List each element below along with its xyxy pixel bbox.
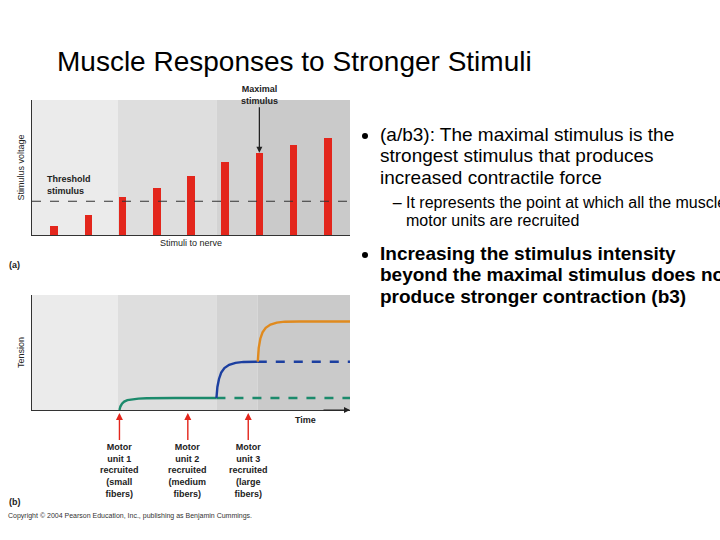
svg-text:Time: Time bbox=[295, 415, 316, 425]
svg-text:Stimulus voltage: Stimulus voltage bbox=[16, 134, 26, 200]
svg-text:Maximalstimulus: Maximalstimulus bbox=[241, 84, 278, 106]
svg-text:(b): (b) bbox=[9, 497, 21, 507]
svg-text:Motorunit 3recruited(largefibe: Motorunit 3recruited(largefibers) bbox=[229, 442, 268, 499]
svg-text:(a): (a) bbox=[9, 260, 20, 270]
svg-text:Thresholdstimulus: Thresholdstimulus bbox=[47, 174, 91, 196]
svg-text:Motorunit 1recruited(smallfibe: Motorunit 1recruited(smallfibers) bbox=[100, 442, 139, 499]
svg-text:Stimuli to nerve: Stimuli to nerve bbox=[160, 238, 222, 248]
html-text:Copyright © 2004 Pearson Educa: Copyright © 2004 Pearson Education, Inc.… bbox=[8, 512, 253, 519]
svg-text:Motorunit 2recruited(mediumfib: Motorunit 2recruited(mediumfibers) bbox=[168, 442, 207, 499]
html-text:(a/b3): The maximal stimulus i: (a/b3): The maximal stimulus is the stro… bbox=[380, 124, 675, 188]
svg-text:Tension: Tension bbox=[16, 337, 26, 368]
html-text:Muscle Responses to Stronger S: Muscle Responses to Stronger Stimuli bbox=[57, 46, 532, 77]
